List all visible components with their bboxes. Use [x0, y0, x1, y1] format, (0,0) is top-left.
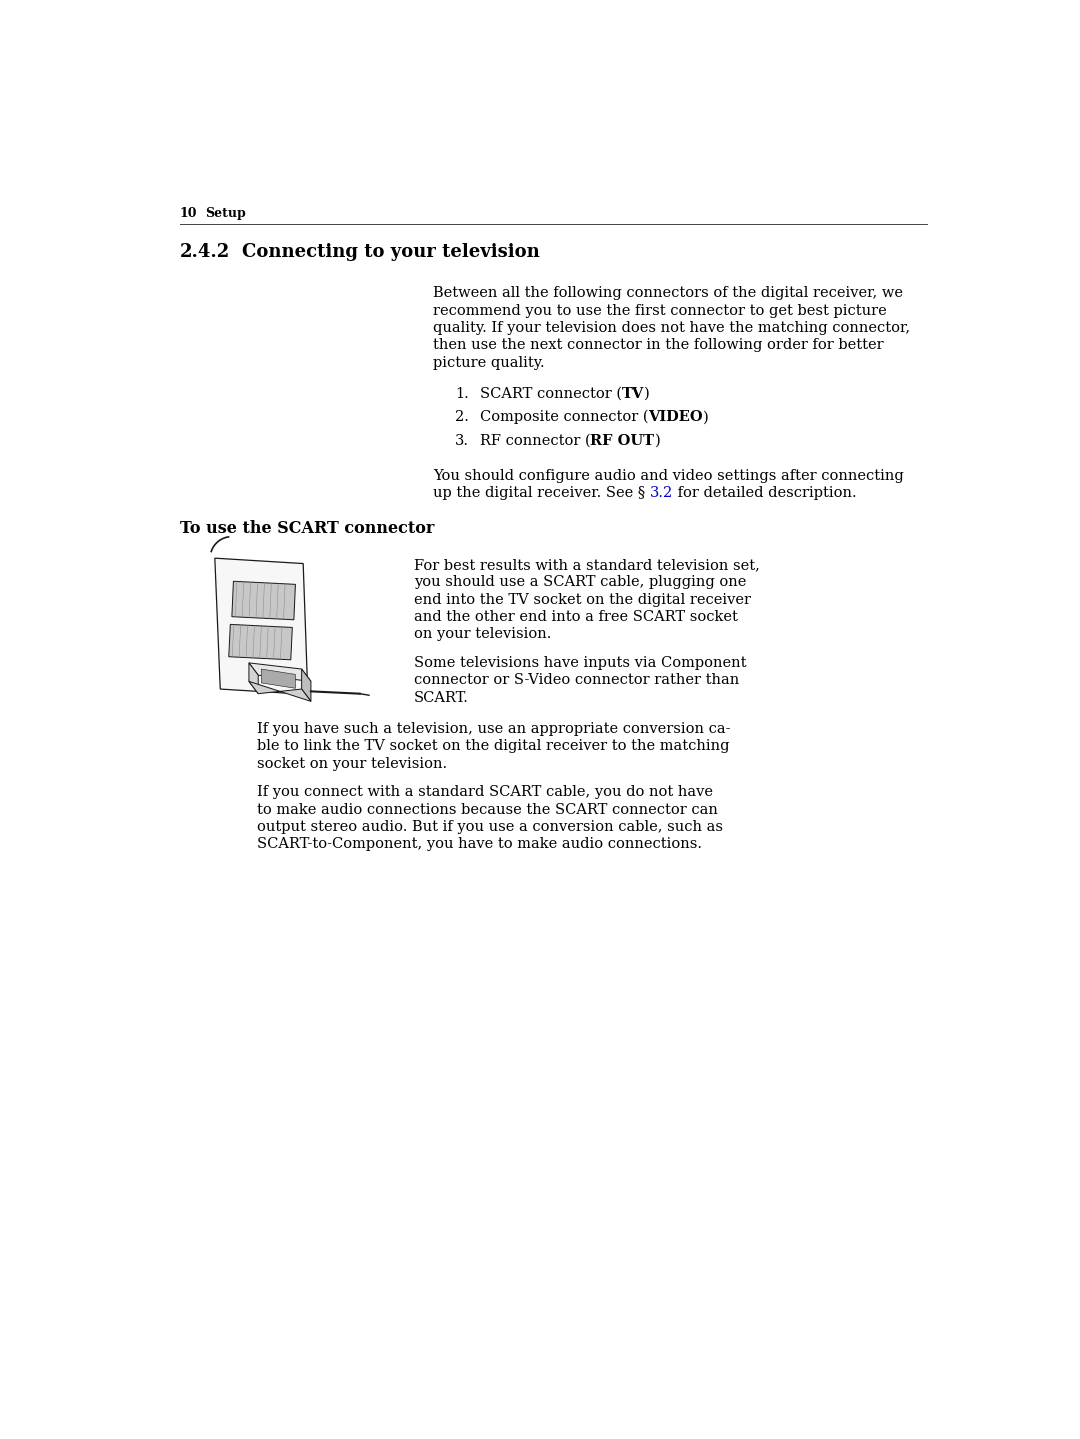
- Text: quality. If your television does not have the matching connector,: quality. If your television does not hav…: [433, 321, 910, 335]
- Text: on your television.: on your television.: [414, 627, 552, 642]
- Polygon shape: [248, 681, 311, 701]
- Polygon shape: [232, 581, 296, 620]
- Polygon shape: [215, 558, 308, 695]
- Polygon shape: [261, 669, 296, 688]
- Text: VIDEO: VIDEO: [648, 410, 703, 425]
- Text: 1.: 1.: [455, 387, 469, 401]
- Text: ): ): [703, 410, 708, 425]
- Text: you should use a SCART cable, plugging one: you should use a SCART cable, plugging o…: [414, 576, 746, 589]
- Polygon shape: [229, 625, 293, 661]
- Text: TV: TV: [622, 387, 644, 401]
- Text: connector or S-Video connector rather than: connector or S-Video connector rather th…: [414, 673, 739, 688]
- Text: If you connect with a standard SCART cable, you do not have: If you connect with a standard SCART cab…: [257, 786, 714, 800]
- Text: up the digital receiver. See §: up the digital receiver. See §: [433, 486, 650, 499]
- Text: For best results with a standard television set,: For best results with a standard televis…: [414, 558, 760, 571]
- Text: 3.2: 3.2: [650, 486, 673, 499]
- Text: 3.: 3.: [455, 433, 469, 448]
- Text: SCART-to-Component, you have to make audio connections.: SCART-to-Component, you have to make aud…: [257, 837, 702, 852]
- Polygon shape: [301, 669, 311, 701]
- Text: 10: 10: [180, 207, 198, 220]
- Text: 2.4.2: 2.4.2: [180, 243, 230, 262]
- Text: SCART.: SCART.: [414, 691, 469, 705]
- Text: Composite connector (: Composite connector (: [480, 410, 648, 425]
- Text: for detailed description.: for detailed description.: [673, 486, 858, 499]
- Text: to make audio connections because the SCART connector can: to make audio connections because the SC…: [257, 803, 718, 817]
- Text: Connecting to your television: Connecting to your television: [242, 243, 540, 262]
- Text: then use the next connector in the following order for better: then use the next connector in the follo…: [433, 338, 885, 353]
- Text: ble to link the TV socket on the digital receiver to the matching: ble to link the TV socket on the digital…: [257, 740, 730, 753]
- Polygon shape: [248, 663, 311, 681]
- Text: ): ): [654, 433, 660, 448]
- Text: Between all the following connectors of the digital receiver, we: Between all the following connectors of …: [433, 286, 903, 301]
- Text: If you have such a television, use an appropriate conversion ca-: If you have such a television, use an ap…: [257, 722, 731, 735]
- Text: socket on your television.: socket on your television.: [257, 757, 447, 771]
- Text: 2.: 2.: [455, 410, 469, 425]
- Text: RF connector (: RF connector (: [480, 433, 591, 448]
- Text: ): ): [644, 387, 650, 401]
- Text: To use the SCART connector: To use the SCART connector: [180, 519, 434, 537]
- Polygon shape: [248, 663, 258, 694]
- Text: and the other end into a free SCART socket: and the other end into a free SCART sock…: [414, 610, 738, 625]
- Text: picture quality.: picture quality.: [433, 355, 545, 370]
- Text: recommend you to use the first connector to get best picture: recommend you to use the first connector…: [433, 304, 887, 318]
- Text: end into the TV socket on the digital receiver: end into the TV socket on the digital re…: [414, 593, 751, 607]
- Text: SCART connector (: SCART connector (: [480, 387, 622, 401]
- Text: Setup: Setup: [205, 207, 245, 220]
- Text: Some televisions have inputs via Component: Some televisions have inputs via Compone…: [414, 656, 746, 671]
- Text: You should configure audio and video settings after connecting: You should configure audio and video set…: [433, 469, 904, 482]
- Text: output stereo audio. But if you use a conversion cable, such as: output stereo audio. But if you use a co…: [257, 820, 724, 835]
- Text: RF OUT: RF OUT: [591, 433, 654, 448]
